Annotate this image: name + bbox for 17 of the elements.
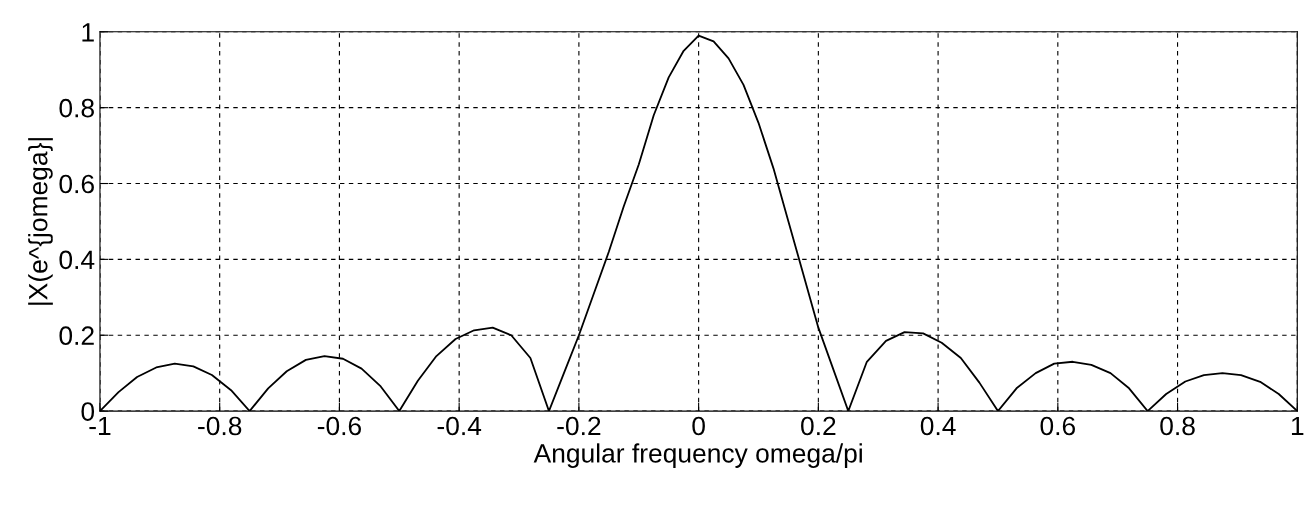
x-tick-label: -0.8 <box>198 416 242 436</box>
x-tick-label: 0 <box>692 416 705 436</box>
x-axis-title: Angular frequency omega/pi <box>533 443 862 468</box>
x-tick-label: -0.6 <box>317 416 361 436</box>
x-tick-label: 0.2 <box>801 416 836 436</box>
x-tick-label: -0.4 <box>437 416 482 436</box>
y-tick-label: 0.4 <box>59 250 95 270</box>
y-tick-label: 1 <box>82 23 94 42</box>
x-tick-label: -0.2 <box>557 416 601 436</box>
y-tick-label: 0.6 <box>59 174 94 194</box>
y-axis-title: |X(e^{jomega}| <box>28 138 53 305</box>
x-tick-label: 0.4 <box>920 416 956 436</box>
x-tick-label: 1 <box>1291 416 1304 436</box>
y-tick-label: 0.8 <box>59 98 94 118</box>
x-tick-label: 0.6 <box>1040 416 1076 436</box>
x-tick-label: 0.8 <box>1160 416 1195 436</box>
y-tick-label: 0.2 <box>59 326 94 346</box>
